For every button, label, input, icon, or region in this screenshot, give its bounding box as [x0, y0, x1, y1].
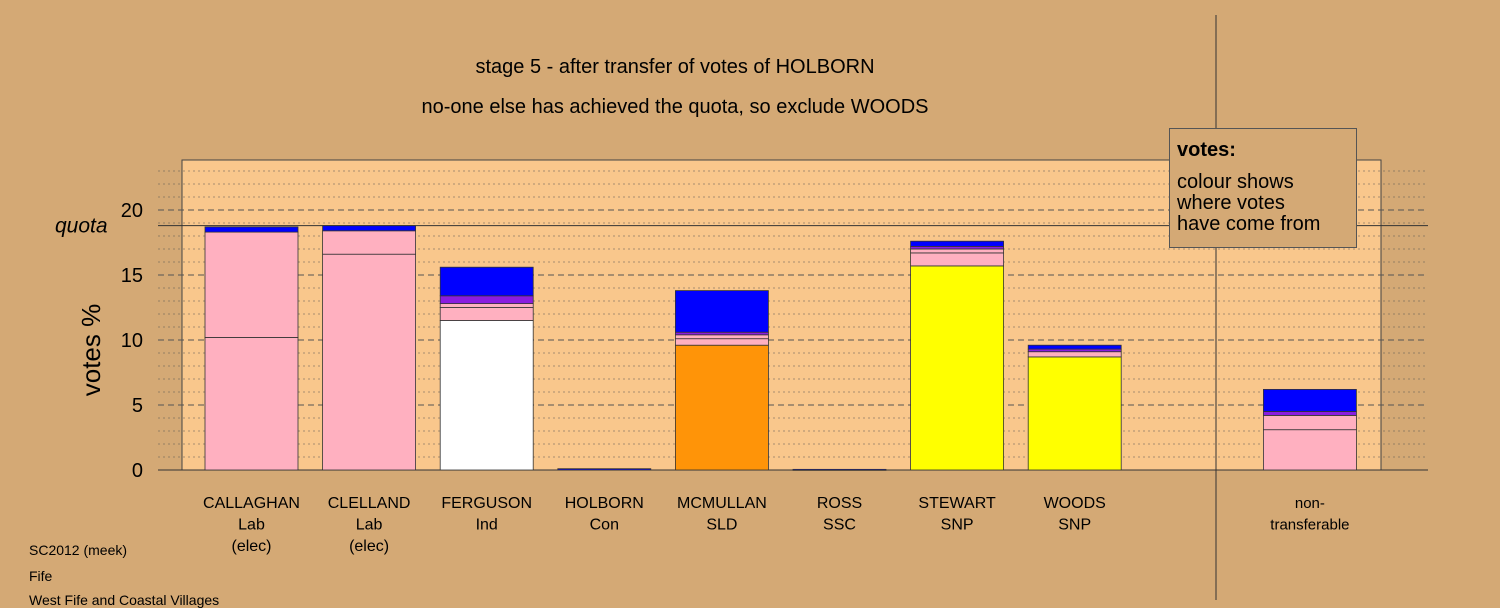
- y-tick-label: 15: [121, 265, 143, 287]
- bar-segment: [675, 290, 769, 333]
- x-tick-label: HOLBORN: [565, 495, 644, 512]
- x-tick-party-label: Con: [590, 517, 619, 534]
- bar-segment: [1263, 429, 1357, 471]
- chart-subtitle: no-one else has achieved the quota, so e…: [422, 96, 929, 118]
- bar-segment: [204, 226, 299, 233]
- bar-segment: [439, 320, 534, 471]
- x-tick-party-label: transferable: [1270, 517, 1349, 534]
- bar-segment: [1263, 414, 1357, 431]
- bar-segment: [439, 307, 534, 321]
- bar-segment: [910, 248, 1004, 254]
- x-tick-party-label: Lab: [356, 517, 383, 534]
- bar-segment: [1027, 356, 1122, 471]
- bars: [204, 225, 1357, 471]
- quota-label: quota: [55, 215, 108, 238]
- y-tick-label: 10: [121, 330, 143, 352]
- legend-line: where votes: [1177, 192, 1285, 214]
- x-tick-party-label: SNP: [941, 517, 974, 534]
- x-tick-label: CALLAGHAN: [203, 495, 300, 512]
- legend-line: colour shows: [1177, 171, 1294, 193]
- y-axis-ticks: 0 5 10 15 20: [121, 200, 143, 482]
- bar-segment: [1027, 344, 1122, 350]
- bar-segment: [1263, 411, 1357, 416]
- x-tick-party-label: Ind: [476, 517, 498, 534]
- footer-region: Fife: [29, 568, 53, 584]
- legend-line: have come from: [1177, 213, 1321, 235]
- legend-title: votes:: [1177, 139, 1236, 161]
- bar-segment: [439, 266, 534, 297]
- bar-segment: [910, 252, 1004, 267]
- x-tick-party-label: Lab: [238, 517, 265, 534]
- x-tick-label: non-: [1295, 495, 1325, 512]
- x-tick-party-label: SSC: [823, 517, 856, 534]
- bar-segment: [439, 303, 534, 308]
- bar-segment: [910, 240, 1004, 247]
- y-tick-label: 20: [121, 200, 143, 222]
- bar-segment: [675, 338, 769, 346]
- bar-segment: [557, 468, 652, 471]
- footer-source: SC2012 (meek): [29, 542, 128, 558]
- footer-ward: West Fife and Coastal Villages: [29, 592, 220, 608]
- x-tick-label: CLELLAND: [328, 495, 411, 512]
- bar-segment: [792, 468, 887, 471]
- x-axis-labels: CALLAGHAN Lab (elec) CLELLAND Lab (elec) FERGU…: [203, 495, 1349, 555]
- bar-segment: [910, 265, 1004, 471]
- bar-segment: [1027, 351, 1122, 358]
- chart-title: stage 5 - after transfer of votes of HOL…: [475, 56, 874, 78]
- bar-segment: [204, 336, 299, 471]
- x-tick-label: STEWART: [918, 495, 996, 512]
- x-tick-label: FERGUSON: [441, 495, 532, 512]
- x-tick-status-label: (elec): [231, 538, 271, 555]
- legend-box: votes: colour shows where votes have com…: [1169, 128, 1357, 248]
- x-tick-label: MCMULLAN: [677, 495, 767, 512]
- x-tick-party-label: SLD: [706, 517, 737, 534]
- x-tick-status-label: (elec): [349, 538, 389, 555]
- bar-segment: [675, 344, 769, 471]
- x-tick-party-label: SNP: [1058, 517, 1091, 534]
- bar-segment: [322, 253, 417, 471]
- y-axis-label: votes %: [76, 304, 106, 397]
- bar-segment: [322, 230, 417, 255]
- y-tick-label: 0: [132, 460, 143, 482]
- y-tick-label: 5: [132, 395, 143, 417]
- x-tick-label: ROSS: [817, 495, 862, 512]
- bar-segment: [439, 295, 534, 304]
- bar-segment: [675, 334, 769, 340]
- bar-segment: [1263, 388, 1357, 412]
- bar-segment: [204, 231, 299, 338]
- x-tick-label: WOODS: [1044, 495, 1106, 512]
- bar-segment: [322, 225, 417, 232]
